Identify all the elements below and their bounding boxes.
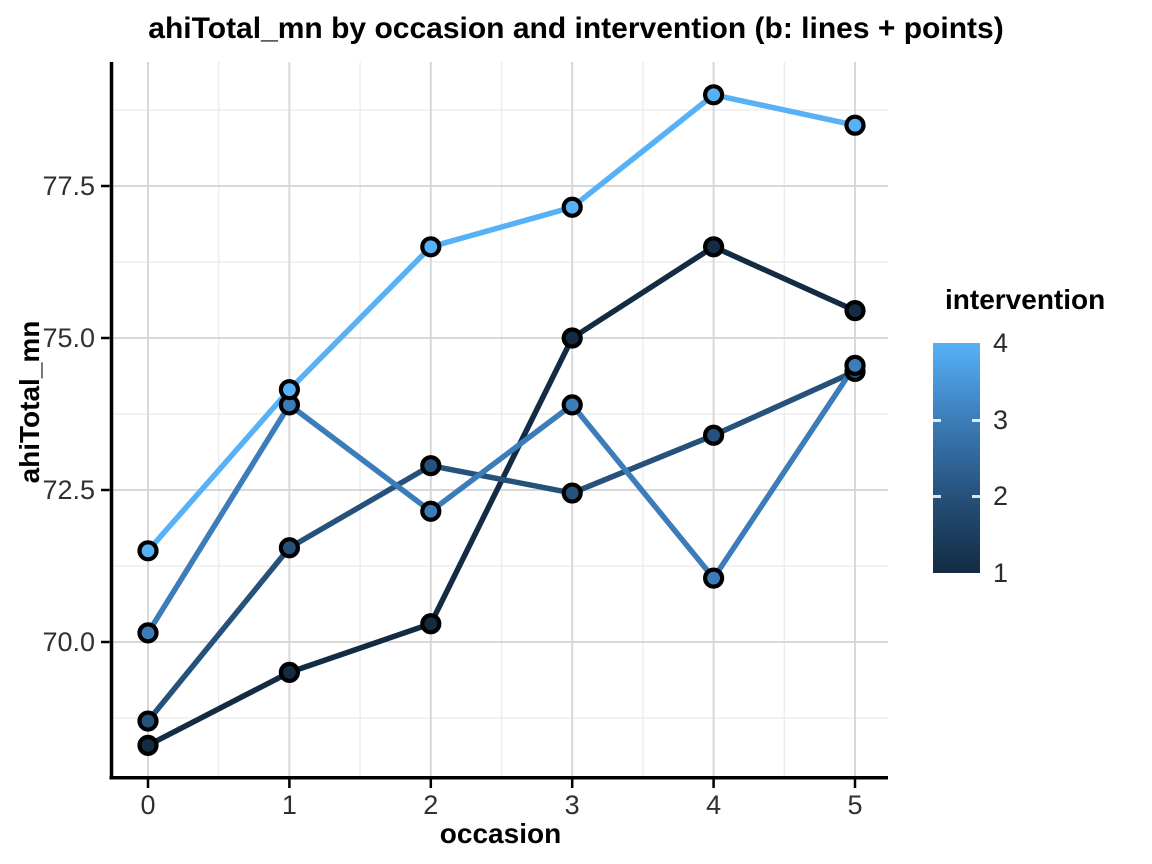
legend-tick-3-left (933, 419, 941, 422)
legend-label-1: 1 (993, 558, 1009, 588)
data-point-intervention-1-occasion-1 (278, 661, 300, 684)
data-point-intervention-4-occasion-2 (420, 236, 442, 258)
data-point-intervention-4-occasion-4 (702, 84, 725, 106)
x-tick-label: 3 (565, 790, 580, 820)
data-point-intervention-2-occasion-4 (702, 424, 725, 446)
data-point-intervention-4-occasion-5 (844, 114, 866, 136)
legend-tick-2-right (972, 495, 980, 498)
x-tick-label: 1 (282, 790, 297, 820)
data-point-intervention-4-occasion-1 (278, 379, 300, 401)
x-tick-label: 2 (423, 790, 438, 820)
data-point-intervention-4-occasion-3 (561, 196, 583, 218)
x-tick-label: 4 (706, 790, 721, 820)
data-point-intervention-2-occasion-0 (137, 710, 159, 732)
y-tick-label: 72.5 (42, 475, 95, 505)
data-point-intervention-3-occasion-2 (420, 500, 442, 522)
data-point-intervention-2-occasion-3 (561, 482, 583, 504)
data-point-intervention-3-occasion-4 (702, 567, 725, 589)
legend-tick-2-left (933, 495, 941, 498)
series-line-intervention-2 (145, 368, 857, 723)
legend-label-4: 4 (993, 328, 1009, 358)
data-point-intervention-4-occasion-0 (137, 540, 159, 562)
y-tick-label: 70.0 (42, 627, 95, 657)
series-line-intervention-4 (145, 92, 856, 553)
data-point-intervention-1-occasion-4 (702, 236, 725, 258)
legend-label-3: 3 (993, 405, 1009, 435)
legend-colorbar (933, 343, 980, 573)
data-point-intervention-1-occasion-2 (420, 613, 442, 635)
x-tick-label: 5 (847, 790, 862, 820)
data-point-intervention-2-occasion-1 (278, 537, 300, 559)
legend: intervention 4 3 2 1 (920, 280, 1152, 600)
legend-title: intervention (945, 284, 1106, 315)
data-point-intervention-3-occasion-3 (561, 394, 583, 416)
legend-tick-3-right (972, 419, 980, 422)
data-point-intervention-3-occasion-0 (137, 622, 159, 644)
data-point-intervention-2-occasion-2 (420, 455, 442, 477)
chart-title: ahiTotal_mn by occasion and intervention… (148, 12, 1004, 45)
x-axis-title: occasion (439, 818, 562, 849)
x-tick-label: 0 (140, 790, 155, 820)
data-point-intervention-1-occasion-5 (844, 300, 866, 322)
data-point-intervention-1-occasion-0 (137, 734, 159, 756)
series-line-intervention-3 (145, 363, 858, 635)
data-point-intervention-3-occasion-5 (844, 354, 866, 376)
data-point-intervention-1-occasion-3 (561, 327, 583, 349)
y-axis-title: ahiTotal_mn (14, 320, 45, 484)
y-tick-label: 77.5 (42, 171, 95, 201)
legend-label-2: 2 (993, 481, 1009, 511)
y-tick-label: 75.0 (42, 323, 95, 353)
